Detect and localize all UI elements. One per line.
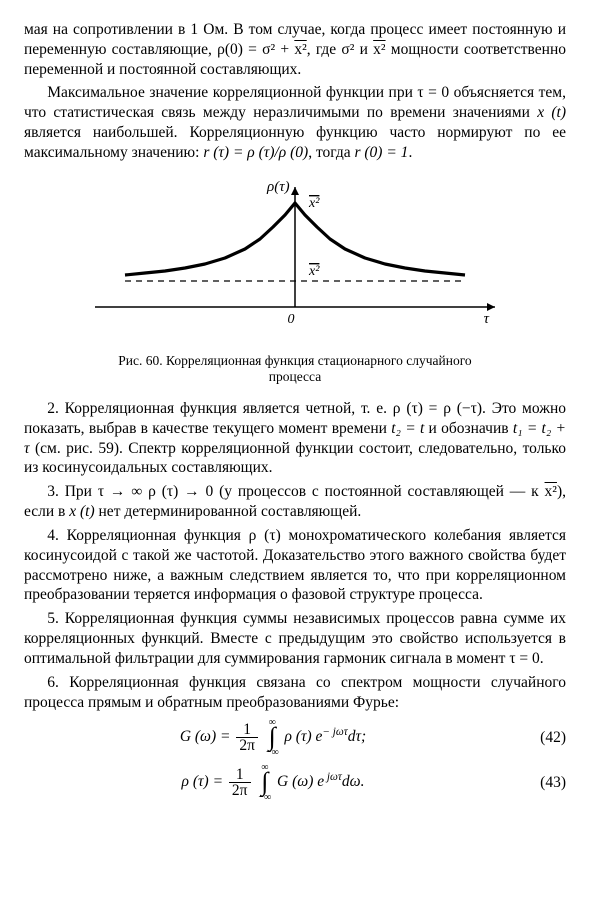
svg-text:ρ(τ): ρ(τ) xyxy=(266,181,290,195)
exponent: − jωτ xyxy=(322,726,347,738)
paragraph-2: Максимальное значение корреляционной фун… xyxy=(24,83,566,162)
equation-42: G (ω) = 1 2π ∞ ∫ −∞ ρ (τ) e− jωτdτ; (42) xyxy=(24,718,566,757)
svg-text:τ: τ xyxy=(484,311,490,327)
overline-x2: x² xyxy=(545,483,557,500)
equation-body: G (ω) = 1 2π ∞ ∫ −∞ ρ (τ) e− jωτdτ; xyxy=(24,718,522,757)
numerator: 1 xyxy=(236,722,258,739)
svg-text:x²: x² xyxy=(308,264,320,279)
text: 3. При τ → ∞ ρ (τ) → 0 (у процессов с по… xyxy=(47,483,544,500)
svg-text:0: 0 xyxy=(288,312,295,327)
integrand-tail: dτ; xyxy=(348,728,366,745)
denominator: 2π xyxy=(236,738,258,754)
paragraph-5: 4. Корреляционная функция ρ (τ) монохром… xyxy=(24,526,566,605)
figure-60: ρ(τ) x² x² 0 τ xyxy=(24,181,566,347)
numerator: 1 xyxy=(229,767,251,784)
inline-math: r (0) = 1 xyxy=(354,144,408,161)
paragraph-3: 2. Корреляционная функция является четно… xyxy=(24,399,566,478)
exponent: jωτ xyxy=(324,771,342,783)
integrand: G (ω) e xyxy=(277,773,324,790)
text: , где σ² и xyxy=(307,41,373,58)
text: и обозначив xyxy=(424,420,513,437)
figure-caption: Рис. 60. Корреляционная функция стациона… xyxy=(105,353,484,385)
equation-number: (43) xyxy=(522,773,566,793)
lower-limit: −∞ xyxy=(266,748,279,757)
equation-body: ρ (τ) = 1 2π ∞ ∫ −∞ G (ω) e jωτdω. xyxy=(24,763,522,802)
overline-x2: x² xyxy=(373,41,385,58)
paragraph-4: 3. При τ → ∞ ρ (τ) → 0 (у процессов с по… xyxy=(24,482,566,522)
integrand-tail: dω. xyxy=(342,773,365,790)
integral-icon: ∞ ∫ −∞ xyxy=(266,718,279,757)
eq-lhs: ρ (τ) = xyxy=(182,773,224,790)
equation-43: ρ (τ) = 1 2π ∞ ∫ −∞ G (ω) e jωτdω. (43) xyxy=(24,763,566,802)
inline-math: r (τ) = ρ (τ)/ρ (0) xyxy=(203,144,308,161)
paragraph-1: мая на сопротивлении в 1 Ом. В том случа… xyxy=(24,20,566,79)
integral-symbol: ∫ xyxy=(266,727,279,748)
fraction: 1 2π xyxy=(229,767,251,799)
inline-math: x (t) xyxy=(537,104,566,121)
paragraph-6: 5. Корреляционная функция суммы независи… xyxy=(24,609,566,668)
integral-icon: ∞ ∫ −∞ xyxy=(258,763,271,802)
overline-x2: x² xyxy=(294,41,306,58)
equation-number: (42) xyxy=(522,728,566,748)
paragraph-7: 6. Корреляционная функция связана со спе… xyxy=(24,673,566,713)
text: , тогда xyxy=(308,144,354,161)
inline-math: x (t) xyxy=(69,503,94,520)
integral-symbol: ∫ xyxy=(258,772,271,793)
denominator: 2π xyxy=(229,783,251,799)
text: (см. рис. 59). Спектр корреляционной фун… xyxy=(24,440,566,477)
correlation-plot: ρ(τ) x² x² 0 τ xyxy=(85,181,505,341)
text: нет детерминированной составляющей. xyxy=(95,503,362,520)
svg-text:x²: x² xyxy=(308,196,320,211)
text: . xyxy=(408,144,412,161)
lower-limit: −∞ xyxy=(258,793,271,802)
text: Максимальное значение корреляционной фун… xyxy=(24,84,566,121)
integrand: ρ (τ) e xyxy=(284,728,322,745)
eq-lhs: G (ω) = xyxy=(180,728,231,745)
fraction: 1 2π xyxy=(236,722,258,754)
inline-math: t₂ = t xyxy=(391,420,424,437)
